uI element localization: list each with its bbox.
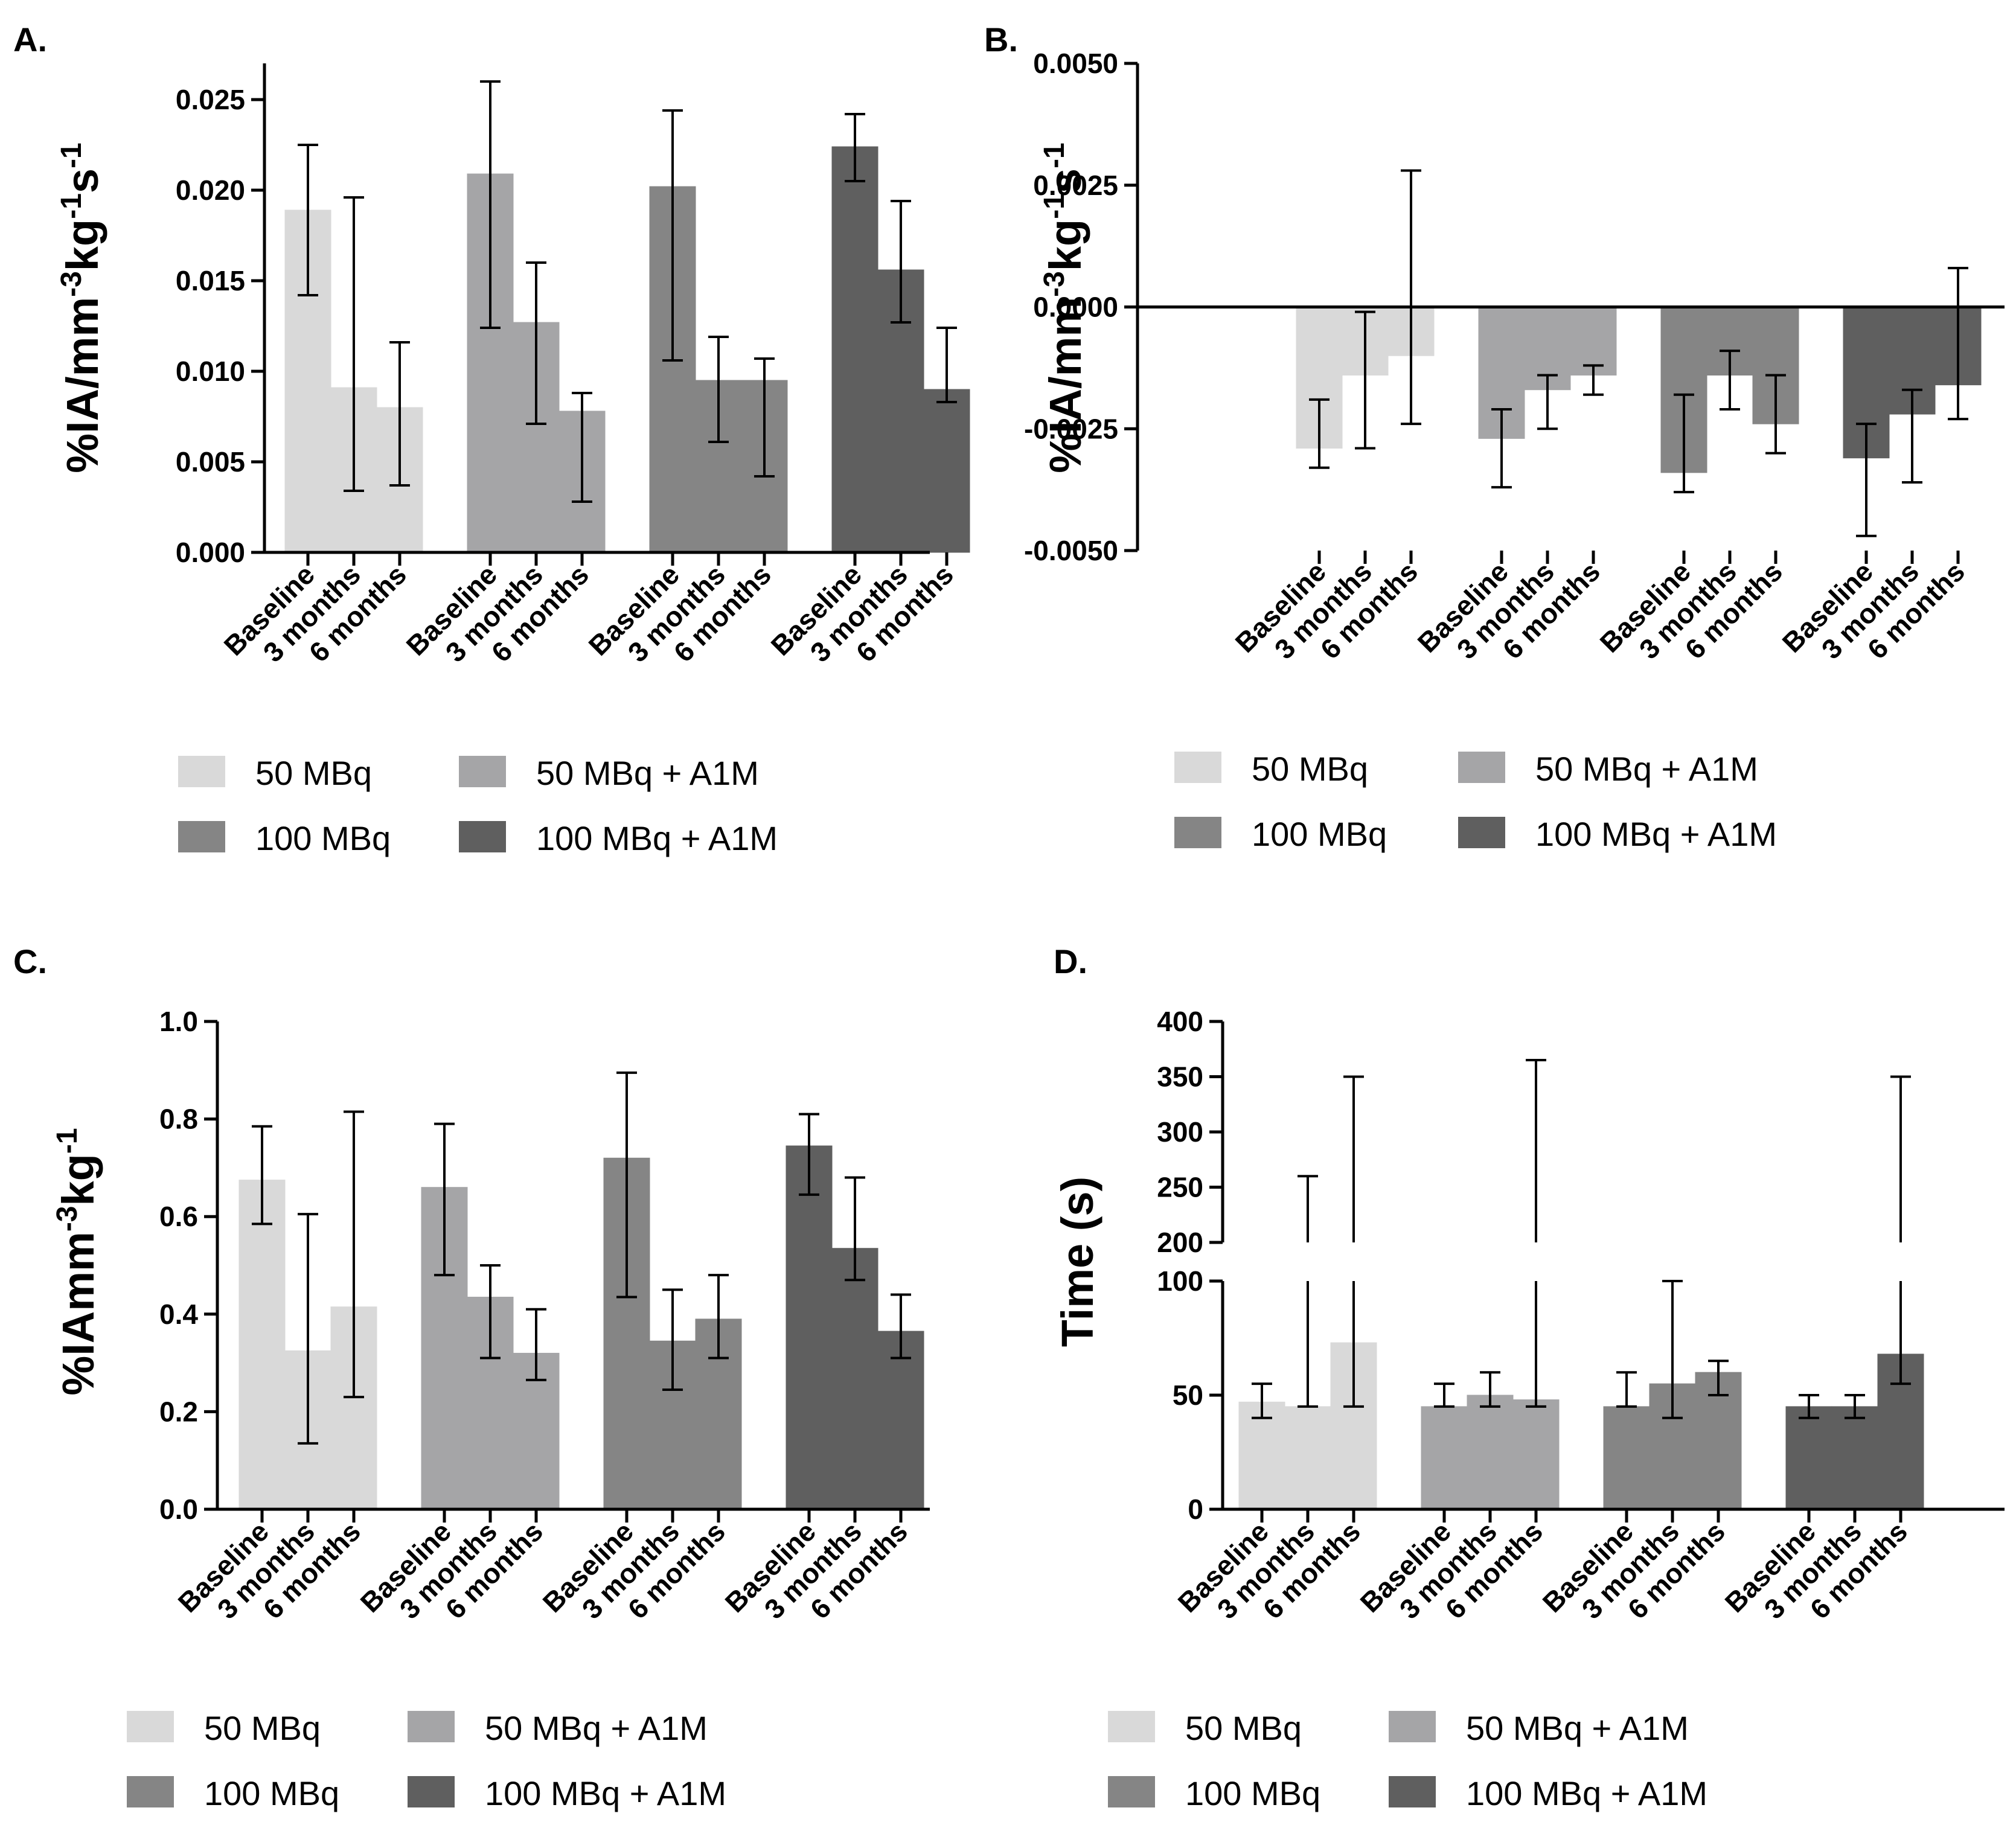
bar — [1467, 1395, 1514, 1510]
bar — [1421, 1406, 1468, 1510]
panel-b: B.-0.0050-0.00250.00000.00250.0050Baseli… — [984, 21, 2005, 853]
bar — [1284, 1406, 1331, 1510]
y-tick-label: 0.005 — [176, 446, 245, 478]
y-axis-label: %IA/mm-3kg-1s-1 — [1038, 142, 1090, 473]
legend-label: 100 MBq + A1M — [1535, 815, 1777, 853]
legend-swatch — [1174, 752, 1221, 783]
y-tick-label: 0.0000 — [1033, 292, 1118, 323]
bar — [1512, 1399, 1560, 1510]
y-tick-label: 1.0 — [159, 1006, 198, 1037]
y-tick-label: 0.0 — [159, 1494, 198, 1525]
legend-swatch — [178, 756, 225, 787]
legend-label: 50 MBq + A1M — [485, 1709, 708, 1747]
panel-a: A.0.0000.0050.0100.0150.0200.025Baseline… — [13, 21, 970, 857]
legend-label: 50 MBq — [255, 754, 372, 792]
legend-swatch — [459, 756, 506, 787]
y-tick-label: 0.000 — [176, 537, 245, 568]
legend-swatch — [1458, 752, 1505, 783]
bar — [1831, 1406, 1878, 1510]
y-axis-label: %IA/mm-3kg-1s-1 — [56, 142, 107, 473]
legend-label: 50 MBq — [1252, 750, 1368, 788]
bar — [923, 389, 970, 553]
legend-label: 50 MBq — [1185, 1709, 1302, 1747]
y-tick-label: 250 — [1157, 1172, 1203, 1203]
y-axis-label: %IAmm-3kg-1 — [51, 1128, 103, 1395]
y-tick-label: 0.015 — [176, 265, 245, 296]
y-tick-label: 0.010 — [176, 356, 245, 387]
legend-label: 100 MBq + A1M — [485, 1774, 726, 1812]
y-tick-label: 350 — [1157, 1061, 1203, 1093]
legend-label: 100 MBq — [1252, 815, 1387, 853]
panel-label: D. — [1054, 942, 1087, 980]
legend-label: 50 MBq + A1M — [536, 754, 759, 792]
legend-label: 100 MBq — [1185, 1774, 1320, 1812]
y-tick-label: 0.0025 — [1033, 170, 1118, 201]
legend-swatch — [1108, 1776, 1155, 1807]
y-tick-label: 0.8 — [159, 1104, 198, 1135]
y-tick-label: 0.0050 — [1033, 48, 1118, 79]
legend-swatch — [459, 821, 506, 852]
legend-swatch — [1389, 1776, 1436, 1807]
y-tick-label: -0.0025 — [1024, 413, 1118, 444]
bar — [786, 1145, 833, 1510]
legend-swatch — [408, 1776, 455, 1807]
legend-swatch — [1108, 1711, 1155, 1742]
y-tick-label: 100 — [1157, 1265, 1203, 1297]
panel-label: B. — [984, 21, 1018, 59]
y-tick-label: 0 — [1188, 1494, 1203, 1525]
y-axis-label: Time (s) — [1052, 1177, 1102, 1347]
y-tick-label: -0.0050 — [1024, 535, 1118, 566]
legend-swatch — [1458, 817, 1505, 848]
bar — [1603, 1406, 1650, 1510]
legend-label: 50 MBq + A1M — [1466, 1709, 1689, 1747]
legend-label: 50 MBq + A1M — [1535, 750, 1758, 788]
legend-label: 100 MBq — [204, 1774, 339, 1812]
bar — [1785, 1406, 1832, 1510]
legend-label: 100 MBq + A1M — [1466, 1774, 1707, 1812]
y-tick-label: 0.020 — [176, 174, 245, 206]
y-tick-label: 200 — [1157, 1227, 1203, 1258]
legend-label: 100 MBq — [255, 819, 391, 857]
legend-swatch — [1389, 1711, 1436, 1742]
panel-label: C. — [13, 942, 47, 980]
legend-swatch — [178, 821, 225, 852]
y-tick-label: 400 — [1157, 1006, 1203, 1037]
legend-swatch — [408, 1711, 455, 1742]
y-tick-label: 0.2 — [159, 1396, 198, 1427]
y-tick-label: 300 — [1157, 1116, 1203, 1148]
legend-swatch — [127, 1711, 174, 1742]
panel-label: A. — [13, 21, 47, 59]
y-tick-label: 0.025 — [176, 84, 245, 115]
y-tick-label: 0.6 — [159, 1201, 198, 1232]
y-tick-label: 0.4 — [159, 1299, 198, 1330]
legend-label: 100 MBq + A1M — [536, 819, 778, 857]
bar — [877, 1331, 924, 1510]
legend-label: 50 MBq — [204, 1709, 321, 1747]
legend-swatch — [1174, 817, 1221, 848]
bar — [238, 1180, 286, 1510]
legend-swatch — [127, 1776, 174, 1807]
y-tick-label: 50 — [1173, 1379, 1203, 1411]
bar — [831, 146, 878, 553]
bar — [831, 1248, 878, 1510]
